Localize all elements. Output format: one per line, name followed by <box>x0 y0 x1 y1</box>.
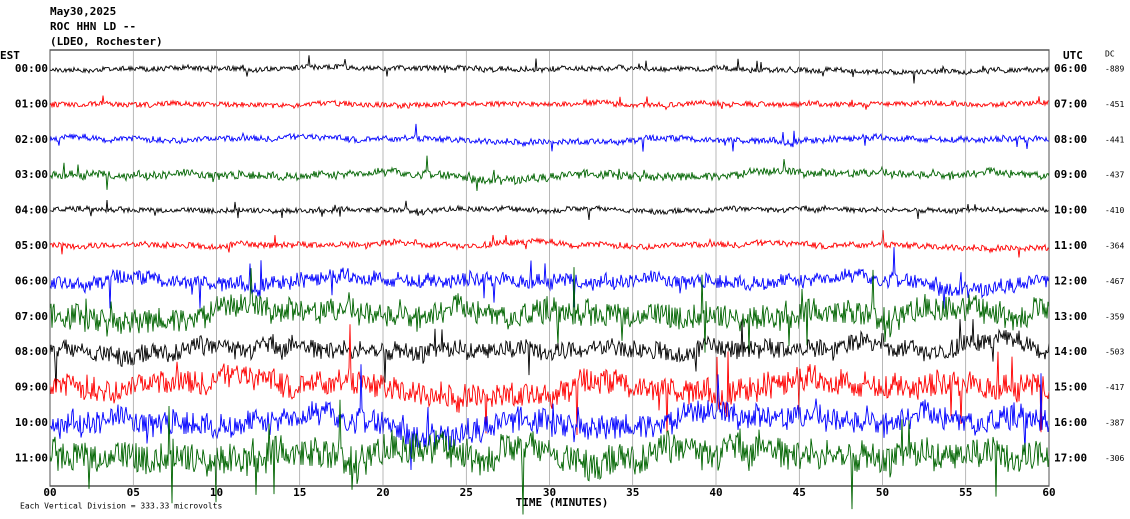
est-label: 05:00 <box>15 239 48 252</box>
utc-label: 13:00 <box>1054 310 1087 323</box>
est-label: 00:00 <box>15 62 48 75</box>
x-tick-label: 30 <box>543 486 556 499</box>
x-tick-label: 55 <box>959 486 972 499</box>
x-tick-label: 25 <box>460 486 473 499</box>
x-tick-label: 05 <box>127 486 140 499</box>
dc-value: -467 <box>1105 277 1124 286</box>
x-tick-label: 20 <box>376 486 389 499</box>
utc-label: 17:00 <box>1054 451 1087 464</box>
x-tick-label: 00 <box>43 486 56 499</box>
x-tick-label: 10 <box>210 486 223 499</box>
header-line: ROC HHN LD -- <box>50 20 136 33</box>
dc-value: -451 <box>1105 100 1124 109</box>
left-title: EST <box>0 49 20 62</box>
x-tick-label: 60 <box>1042 486 1055 499</box>
dc-value: -503 <box>1105 348 1124 357</box>
est-label: 07:00 <box>15 310 48 323</box>
utc-label: 06:00 <box>1054 62 1087 75</box>
utc-label: 16:00 <box>1054 416 1087 429</box>
dc-value: -359 <box>1105 312 1124 321</box>
utc-label: 10:00 <box>1054 204 1087 217</box>
dc-title: DC <box>1105 50 1115 59</box>
dc-value: -441 <box>1105 135 1124 144</box>
header-line: (LDEO, Rochester) <box>50 35 163 48</box>
footnote: Each Vertical Division = 333.33 microvol… <box>20 502 222 511</box>
utc-label: 07:00 <box>1054 97 1087 110</box>
dc-value: -306 <box>1105 454 1124 463</box>
utc-label: 11:00 <box>1054 239 1087 252</box>
x-tick-label: 40 <box>709 486 722 499</box>
dc-value: -364 <box>1105 242 1124 251</box>
est-label: 10:00 <box>15 416 48 429</box>
utc-label: 09:00 <box>1054 168 1087 181</box>
x-tick-label: 35 <box>626 486 639 499</box>
header-line: May30,2025 <box>50 5 116 18</box>
utc-label: 14:00 <box>1054 345 1087 358</box>
dc-value: -889 <box>1105 65 1124 74</box>
x-tick-label: 50 <box>876 486 889 499</box>
est-label: 11:00 <box>15 451 48 464</box>
right-title: UTC <box>1063 49 1083 62</box>
dc-value: -437 <box>1105 171 1124 180</box>
est-label: 03:00 <box>15 168 48 181</box>
dc-value: -387 <box>1105 419 1124 428</box>
dc-value: -417 <box>1105 383 1124 392</box>
est-label: 01:00 <box>15 97 48 110</box>
est-label: 08:00 <box>15 345 48 358</box>
utc-label: 08:00 <box>1054 133 1087 146</box>
dc-value: -410 <box>1105 206 1124 215</box>
est-label: 02:00 <box>15 133 48 146</box>
x-tick-label: 45 <box>793 486 806 499</box>
est-label: 04:00 <box>15 204 48 217</box>
x-tick-label: 15 <box>293 486 306 499</box>
x-axis-label: TIME (MINUTES) <box>516 496 609 509</box>
est-label: 09:00 <box>15 381 48 394</box>
utc-label: 15:00 <box>1054 381 1087 394</box>
utc-label: 12:00 <box>1054 274 1087 287</box>
est-label: 06:00 <box>15 274 48 287</box>
